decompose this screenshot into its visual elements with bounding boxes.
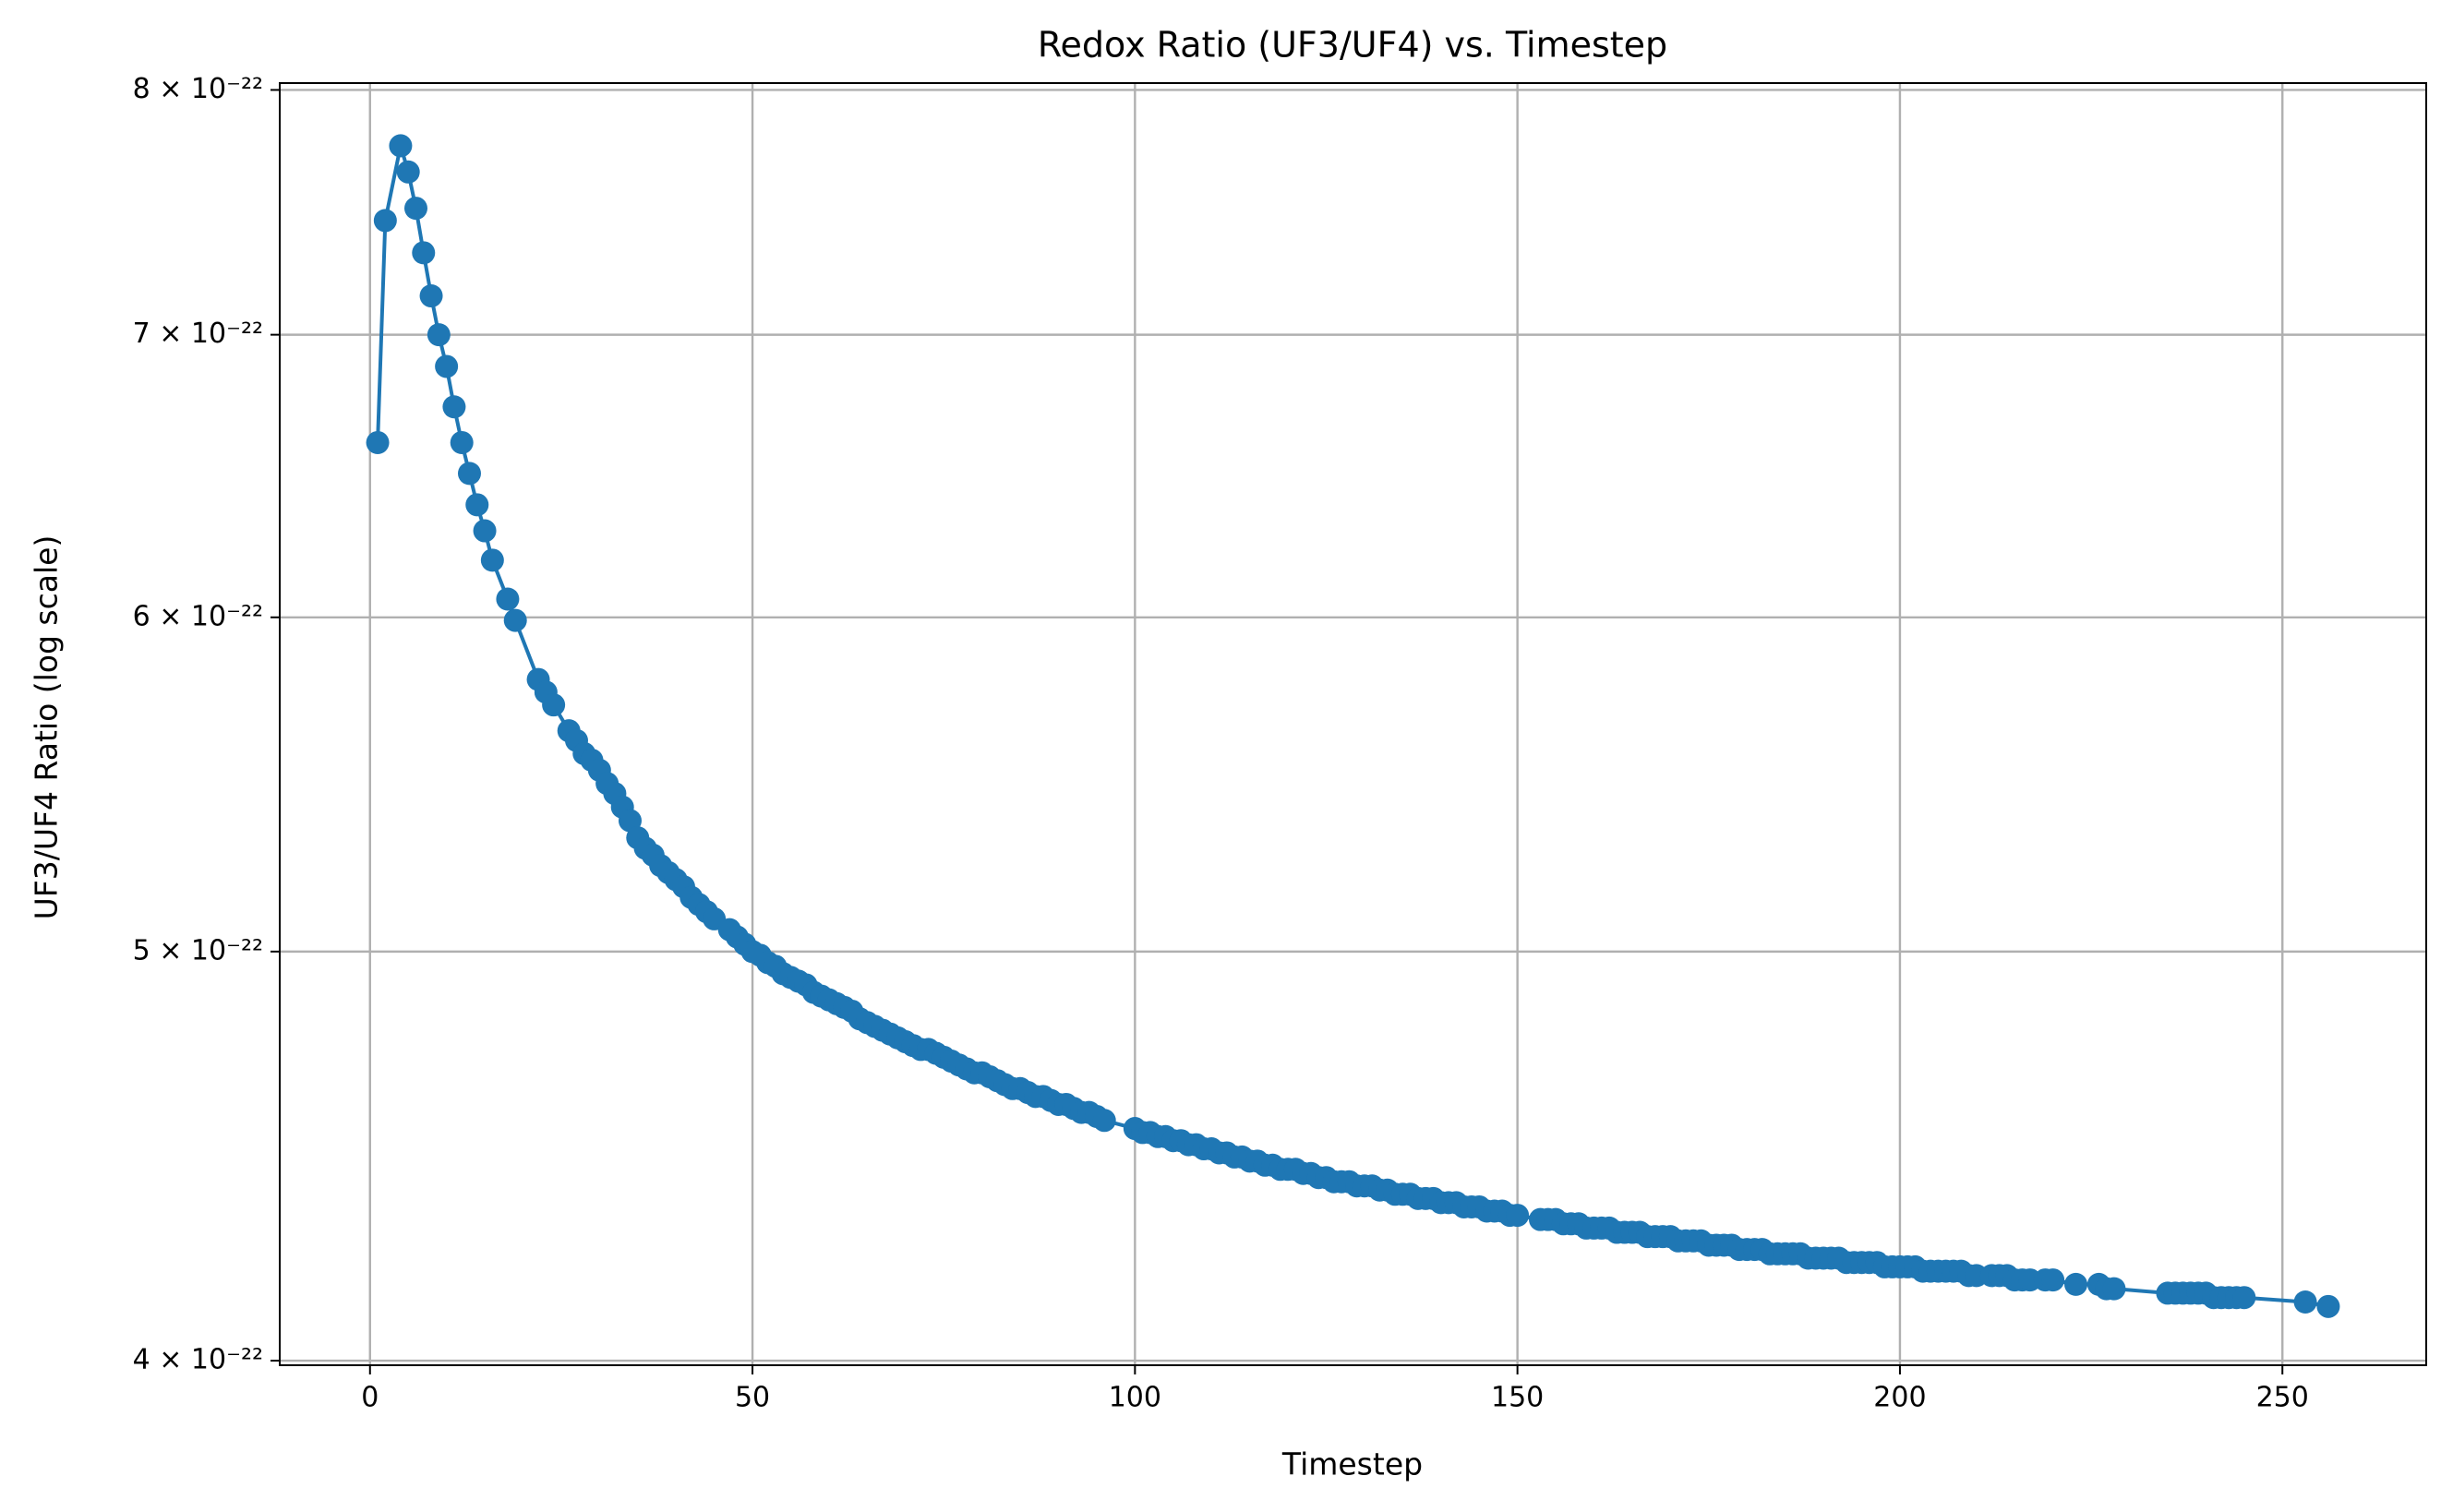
data-point	[366, 430, 390, 454]
y-tick-label: 8 × 10⁻²²	[133, 73, 263, 105]
data-point	[2232, 1286, 2256, 1310]
data-point	[389, 134, 413, 158]
y-tick-label: 5 × 10⁻²²	[133, 934, 263, 966]
data-point	[442, 395, 466, 419]
x-tick-label: 200	[1873, 1382, 1926, 1414]
data-point	[465, 493, 489, 517]
data-point	[435, 354, 459, 378]
grid: 4 × 10⁻²² 5 × 10⁻²² 6 × 10⁻²² 7 × 10⁻²² 8 × …	[133, 73, 2426, 1414]
y-axis-label: UF3/UF4 Ratio (log scale)	[29, 535, 65, 920]
data-point	[2102, 1277, 2126, 1301]
plot-area	[366, 134, 2340, 1318]
x-tick-label: 0	[361, 1382, 379, 1414]
data-point	[457, 462, 481, 486]
data-point	[396, 160, 420, 184]
data-point	[2316, 1294, 2340, 1318]
data-point	[480, 548, 504, 572]
chart-title: Redox Ratio (UF3/UF4) vs. Timestep	[1038, 25, 1667, 66]
x-axis-label: Timestep	[1281, 1446, 1423, 1482]
data-point	[373, 209, 397, 233]
data-point	[2041, 1268, 2065, 1292]
x-tick-label: 100	[1109, 1382, 1161, 1414]
y-tick-label: 6 × 10⁻²²	[133, 600, 263, 632]
data-point	[473, 519, 497, 543]
x-tick-label: 50	[735, 1382, 770, 1414]
data-point	[2293, 1290, 2317, 1314]
y-tick-label: 7 × 10⁻²²	[133, 318, 263, 350]
y-tick-label: 4 × 10⁻²²	[133, 1344, 263, 1376]
data-point	[450, 430, 474, 454]
data-point	[419, 284, 443, 308]
x-tick-label: 250	[2256, 1382, 2309, 1414]
data-point	[427, 323, 451, 347]
data-point	[1092, 1109, 1116, 1133]
data-point	[542, 693, 566, 717]
x-tick-label: 150	[1491, 1382, 1544, 1414]
data-point	[503, 608, 527, 632]
data-point	[2064, 1272, 2088, 1296]
data-point	[403, 197, 427, 221]
axes-frame	[279, 82, 2427, 1366]
data-point	[496, 587, 520, 611]
data-point	[412, 241, 436, 265]
data-point	[1506, 1204, 1530, 1228]
